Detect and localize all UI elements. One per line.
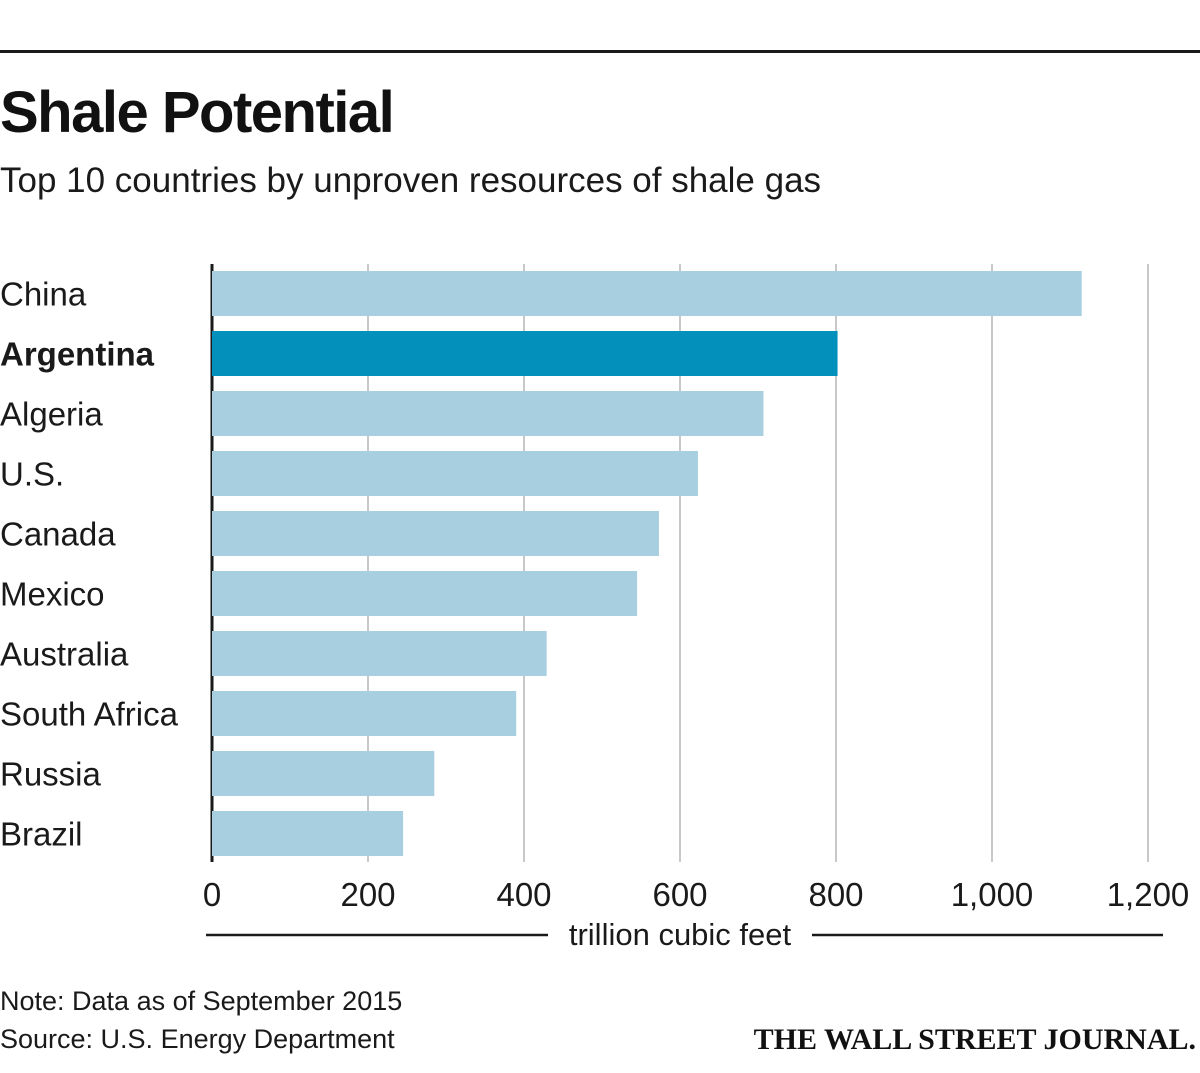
bar-south-africa [212,691,517,736]
chart-subtitle: Top 10 countries by unproven resources o… [0,161,822,200]
bar-canada [212,511,659,556]
publisher-logo: THE WALL STREET JOURNAL. [753,1023,1196,1056]
category-label-south-africa: South Africa [0,696,179,733]
bar-russia [212,751,435,796]
category-label-algeria: Algeria [0,396,103,433]
tick-label-1000: 1,000 [951,876,1034,913]
bars [212,271,1082,856]
bar-australia [212,631,547,676]
bar-brazil [212,811,404,856]
chart-title: Shale Potential [0,80,395,145]
source-text: Source: U.S. Energy Department [0,1024,395,1054]
category-label-mexico: Mexico [0,576,105,613]
category-label-canada: Canada [0,516,116,553]
bar-algeria [212,391,764,436]
x-axis-ticks: 0 200 400 600 800 1,000 1,200 [203,876,1189,913]
tick-label-800: 800 [808,876,863,913]
tick-label-600: 600 [652,876,707,913]
category-label-u-s: U.S. [0,456,64,493]
category-label-argentina: Argentina [0,336,155,373]
bar-mexico [212,571,638,616]
tick-label-400: 400 [496,876,551,913]
bar-argentina [212,331,838,376]
tick-label-0: 0 [203,876,221,913]
category-labels: China Argentina Algeria U.S. Canada Mexico Aus… [0,276,179,853]
category-label-russia: Russia [0,756,102,793]
category-label-australia: Australia [0,636,129,673]
top-rule [0,50,1200,53]
category-label-brazil: Brazil [0,816,83,853]
note-text: Note: Data as of September 2015 [0,986,403,1016]
x-axis-title-group: trillion cubic feet [206,917,1163,952]
tick-label-200: 200 [340,876,395,913]
bar-china [212,271,1082,316]
bar-u-s [212,451,698,496]
tick-label-1200: 1,200 [1107,876,1190,913]
category-label-china: China [0,276,87,313]
x-axis-title: trillion cubic feet [569,917,792,952]
